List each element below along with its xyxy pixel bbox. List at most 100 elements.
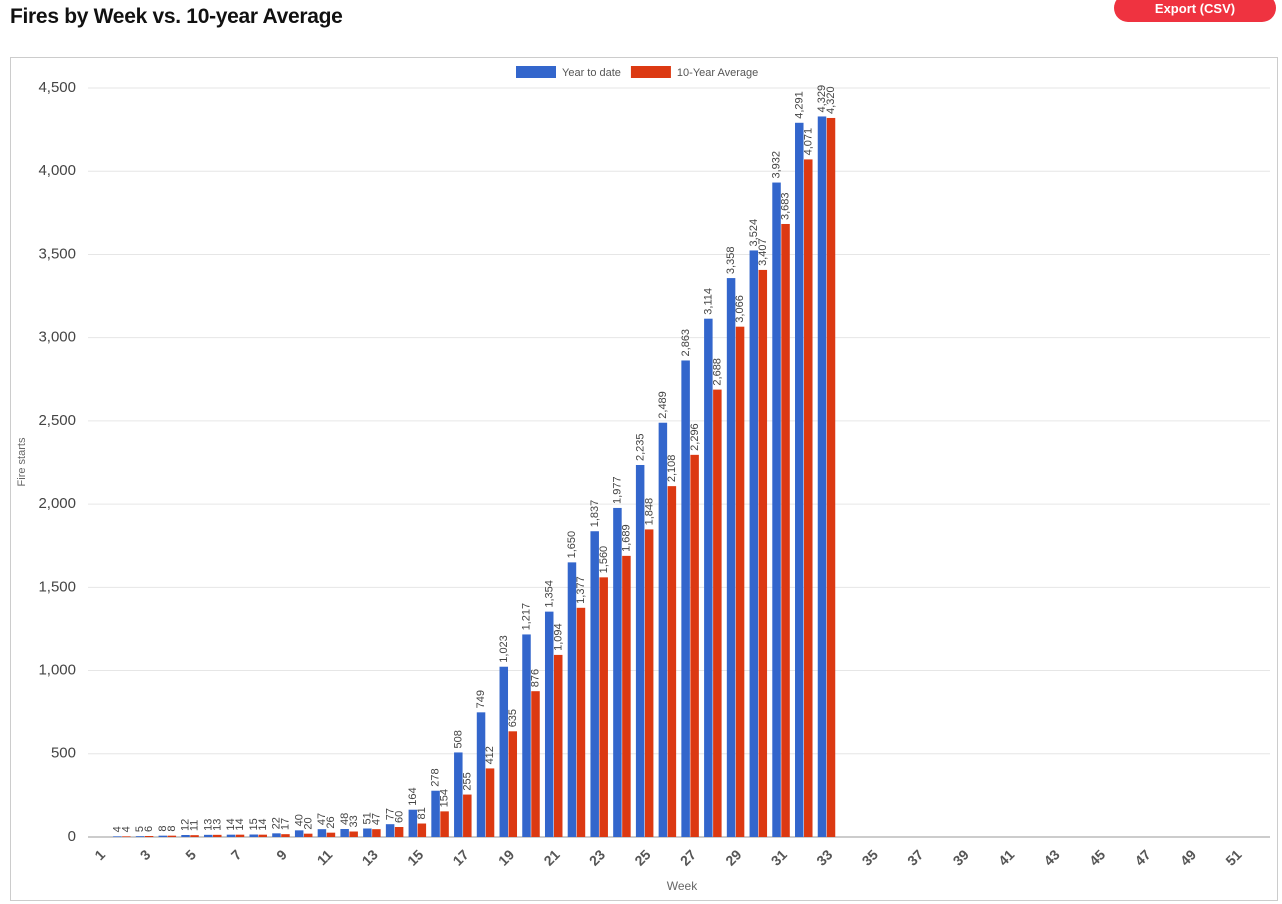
y-tick-label: 2,500 [38, 412, 76, 429]
bar [135, 836, 145, 837]
data-label: 3,358 [725, 247, 737, 275]
data-label: 4,291 [793, 91, 805, 119]
x-tick-label: 23 [586, 846, 608, 868]
data-label: 278 [430, 768, 442, 786]
bar [499, 666, 509, 837]
data-label: 2,108 [666, 455, 678, 483]
data-label: 8 [157, 826, 169, 832]
bar [508, 731, 518, 837]
export-label[interactable]: Export (CSV) [1154, 0, 1236, 16]
bar [249, 834, 258, 837]
bar [667, 486, 677, 837]
data-label: 3,114 [703, 288, 715, 315]
bar [122, 836, 131, 837]
x-axis-label: Week [667, 879, 698, 893]
bar [167, 835, 177, 837]
y-tick-label: 3,000 [38, 329, 76, 346]
bar [385, 824, 395, 837]
y-tick-label: 1,500 [38, 578, 76, 595]
x-tick-label: 17 [449, 846, 471, 868]
bar [417, 823, 427, 837]
data-label: 1,689 [621, 524, 633, 552]
bar [272, 833, 281, 837]
data-label: 2,235 [634, 433, 646, 461]
bar [749, 250, 759, 838]
data-label: 48 [339, 813, 351, 825]
y-tick-label: 4,500 [38, 79, 76, 96]
x-tick-label: 35 [859, 846, 881, 868]
data-label: 508 [452, 730, 464, 748]
data-label: 154 [439, 789, 451, 807]
data-label: 3,524 [748, 219, 760, 247]
data-label: 4,320 [825, 86, 837, 114]
bar [522, 634, 531, 837]
data-label: 1,354 [543, 580, 555, 608]
bar [372, 829, 381, 837]
bar [258, 834, 267, 837]
bar [408, 809, 418, 837]
data-label: 749 [475, 690, 487, 708]
bar [235, 834, 245, 837]
data-label: 14 [234, 818, 246, 830]
x-tick-label: 7 [228, 846, 245, 863]
x-tick-label: 37 [904, 846, 926, 868]
data-label: 60 [393, 811, 405, 823]
data-label: 2,296 [689, 423, 701, 451]
data-label: 4,329 [816, 85, 828, 113]
bar [804, 159, 813, 837]
data-label: 12 [180, 819, 192, 831]
bar [349, 831, 358, 837]
page-title: Fires by Week vs. 10-year Average [10, 5, 343, 28]
bar [340, 829, 349, 837]
bar [476, 712, 486, 837]
x-tick-label: 45 [1086, 846, 1108, 868]
bar [158, 835, 168, 837]
export-button[interactable]: Export (CSV) [1114, 0, 1276, 22]
bar [644, 529, 654, 837]
bar [294, 830, 304, 837]
data-label: 2,863 [680, 329, 692, 357]
y-tick-label: 1,000 [38, 662, 76, 679]
y-tick-label: 4,000 [38, 162, 76, 179]
x-tick-label: 43 [1040, 846, 1062, 868]
x-tick-label: 39 [950, 846, 972, 868]
bar [303, 833, 313, 837]
legend-label: 10-Year Average [677, 67, 758, 79]
y-tick-label: 0 [68, 828, 76, 845]
data-label: 17 [280, 818, 292, 830]
bar [826, 117, 836, 837]
legend-swatch [516, 66, 556, 78]
bar [772, 182, 781, 837]
data-label: 876 [530, 669, 542, 687]
bar [553, 654, 563, 837]
bar [431, 790, 440, 837]
bar [704, 318, 713, 837]
bar [454, 752, 463, 837]
data-label: 1,217 [521, 603, 533, 631]
legend-swatch [630, 66, 671, 78]
data-label: 635 [507, 709, 519, 727]
bar [226, 834, 236, 837]
x-tick-label: 9 [273, 846, 290, 863]
bar [190, 835, 199, 837]
data-label: 13 [211, 819, 223, 831]
x-tick-label: 19 [495, 846, 517, 868]
x-tick-label: 47 [1131, 846, 1153, 868]
data-label: 412 [484, 746, 496, 764]
bar [590, 531, 599, 837]
data-label: 22 [271, 817, 283, 829]
data-label: 1,560 [598, 546, 610, 574]
data-label: 6 [143, 826, 155, 832]
y-tick-label: 3,500 [38, 245, 76, 262]
bar [690, 454, 699, 837]
data-label: 8 [166, 826, 178, 832]
data-label: 4,071 [802, 128, 814, 156]
bar [735, 326, 745, 837]
x-tick-label: 15 [404, 846, 426, 868]
data-label: 4 [112, 826, 124, 832]
data-label: 47 [316, 813, 328, 825]
x-tick-label: 31 [768, 846, 790, 868]
bar [281, 834, 290, 837]
